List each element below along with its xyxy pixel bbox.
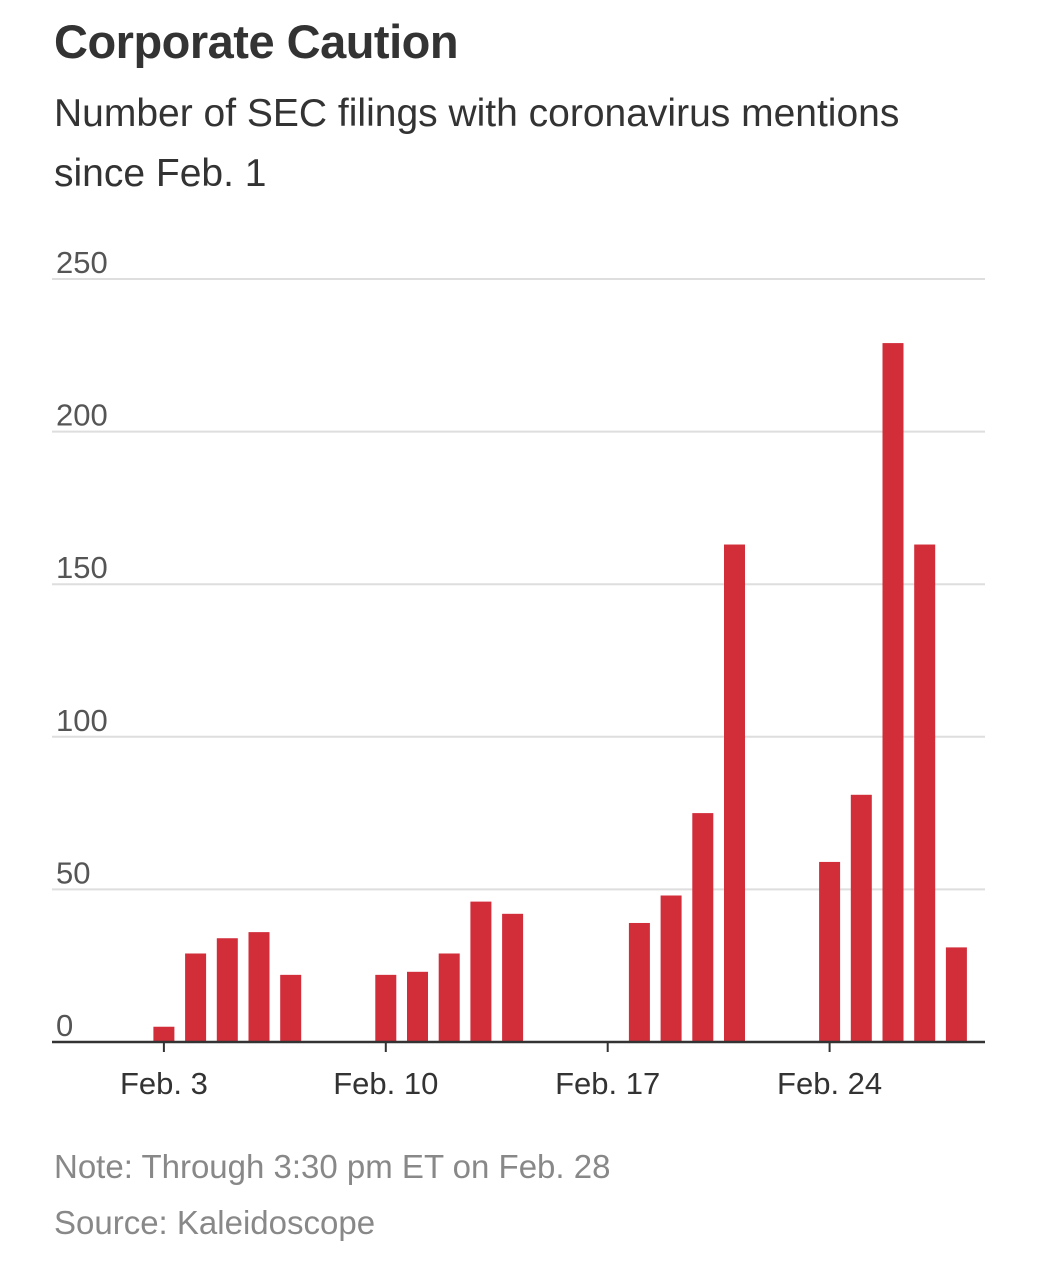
bar-feb-12 [438, 953, 460, 1042]
y-tick-label-50: 50 [56, 855, 90, 890]
bar-feb-18 [628, 922, 650, 1042]
x-tick-label-feb-24: Feb. 24 [777, 1066, 882, 1101]
bar-feb-14 [502, 913, 524, 1042]
bar-feb-5 [216, 938, 238, 1042]
bar-feb-19 [660, 895, 682, 1042]
bar-feb-11 [407, 971, 428, 1042]
bar-feb-10 [375, 974, 397, 1042]
chart-source: Source: Kaleidoscope [54, 1204, 376, 1241]
bar-chart: 0 50 100 150 200 250 Feb. 3 Feb. 10 Feb. 17 Feb. … [52, 245, 985, 1101]
x-tick-label-feb-17: Feb. 17 [555, 1066, 660, 1101]
bar-feb-6 [248, 932, 270, 1042]
bar-feb-21 [724, 544, 745, 1042]
y-tick-label-200: 200 [56, 398, 108, 433]
chart-note: Note: Through 3:30 pm ET on Feb. 28 [54, 1148, 611, 1185]
bar-feb-24 [819, 861, 841, 1042]
chart-title: Corporate Caution [54, 15, 459, 68]
y-tick-label-100: 100 [56, 703, 108, 738]
bar-feb-26 [882, 343, 904, 1042]
bar-feb-13 [470, 901, 492, 1042]
bar-feb-4 [185, 953, 207, 1042]
x-tick-label-feb-10: Feb. 10 [333, 1066, 438, 1101]
bar-feb-20 [692, 813, 714, 1042]
chart-subtitle: Number of SEC filings with coronavirus m… [54, 92, 900, 195]
y-tick-label-0: 0 [56, 1008, 73, 1043]
bar-feb-3 [153, 1026, 175, 1042]
bar-feb-25 [850, 794, 872, 1042]
bar-feb-28 [945, 947, 967, 1042]
bar-feb-7 [280, 974, 302, 1042]
y-tick-label-150: 150 [56, 550, 108, 585]
bar-feb-27 [914, 544, 936, 1042]
y-tick-label-250: 250 [56, 245, 108, 280]
x-tick-label-feb-3: Feb. 3 [120, 1066, 208, 1101]
